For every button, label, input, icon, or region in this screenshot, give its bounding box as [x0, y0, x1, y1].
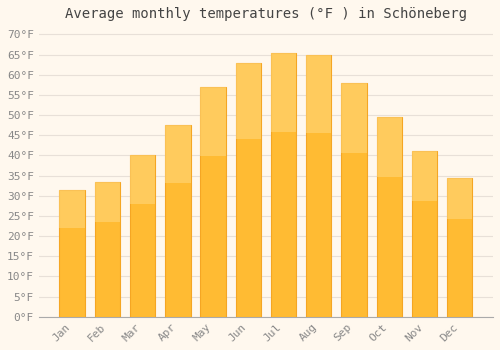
Bar [130, 155, 156, 317]
Bar [94, 182, 120, 222]
Bar [130, 155, 156, 204]
Bar [342, 83, 366, 153]
Bar [200, 87, 226, 156]
Bar [412, 151, 437, 201]
Bar [306, 55, 332, 317]
Bar [271, 52, 296, 132]
Bar [200, 87, 226, 317]
Bar [306, 55, 332, 133]
Bar [271, 52, 296, 317]
Bar [165, 125, 190, 183]
Bar [447, 177, 472, 219]
Bar [236, 63, 261, 317]
Title: Average monthly temperatures (°F ) in Schöneberg: Average monthly temperatures (°F ) in Sc… [65, 7, 467, 21]
Bar [342, 83, 366, 317]
Bar [236, 63, 261, 139]
Bar [165, 125, 190, 317]
Bar [60, 190, 85, 228]
Bar [60, 190, 85, 317]
Bar [376, 117, 402, 317]
Bar [94, 182, 120, 317]
Bar [376, 117, 402, 177]
Bar [412, 151, 437, 317]
Bar [447, 177, 472, 317]
